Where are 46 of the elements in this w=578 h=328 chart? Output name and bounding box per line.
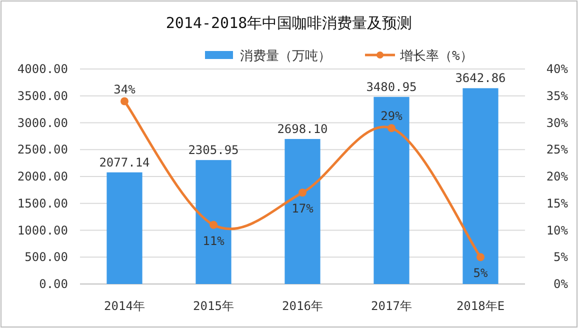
y2-tick-label: 25% <box>546 142 569 157</box>
point <box>210 220 218 229</box>
data-label: 11% <box>202 234 226 248</box>
data-label: 2305.95 <box>188 143 239 158</box>
data-label: 29% <box>380 109 404 124</box>
y-tick-label: 4000.00 <box>17 62 68 76</box>
bar <box>462 88 498 284</box>
y2-tick-label: 40% <box>546 62 569 76</box>
data-label: 17% <box>292 202 314 216</box>
x-tick-label: 2017年 <box>371 299 412 313</box>
y-tick-label: 500.00 <box>24 250 68 264</box>
bar <box>196 160 232 284</box>
y-tick-label: 1000.00 <box>17 223 68 238</box>
y-tick-label: 1500.00 <box>17 196 68 210</box>
data-label: 3480.95 <box>366 80 417 94</box>
bar <box>284 138 320 284</box>
x-tick-label: 2014年 <box>104 299 145 313</box>
y-tick-label: 2000.00 <box>17 170 68 184</box>
data-label: 2077.14 <box>99 155 150 170</box>
data-label: 5% <box>473 266 488 280</box>
point <box>120 97 128 106</box>
data-label: 34% <box>114 82 136 96</box>
x-tick-label: 2015年 <box>193 299 234 313</box>
y2-tick-label: 0% <box>554 277 569 291</box>
point <box>388 124 396 132</box>
y-tick-label: 3000.00 <box>17 116 68 130</box>
point <box>476 253 484 262</box>
chart-title: 2014-2018年中国咖啡消费量及预测 <box>166 14 412 32</box>
y-tick-label: 0.00 <box>39 277 68 291</box>
point <box>298 188 306 197</box>
y2-tick-label: 15% <box>546 196 569 210</box>
bar <box>374 96 410 284</box>
bar <box>106 172 142 284</box>
y2-tick-label: 30% <box>546 116 569 130</box>
y2-tick-label: 35% <box>546 88 569 103</box>
y-tick-label: 2500.00 <box>17 142 68 157</box>
x-tick-label: 2016年 <box>282 299 323 313</box>
y-tick-label: 3500.00 <box>17 88 68 103</box>
y2-tick-label: 5% <box>554 250 569 264</box>
data-label: 3642.86 <box>455 71 506 86</box>
legend-label: 增长率（%） <box>399 48 473 64</box>
x-tick-label: 2018年E <box>456 299 505 313</box>
legend-label: 消费量（万吨） <box>240 49 331 64</box>
data-label: 2698.10 <box>277 122 328 136</box>
y2-tick-label: 10% <box>546 223 569 238</box>
y2-tick-label: 20% <box>546 170 569 184</box>
